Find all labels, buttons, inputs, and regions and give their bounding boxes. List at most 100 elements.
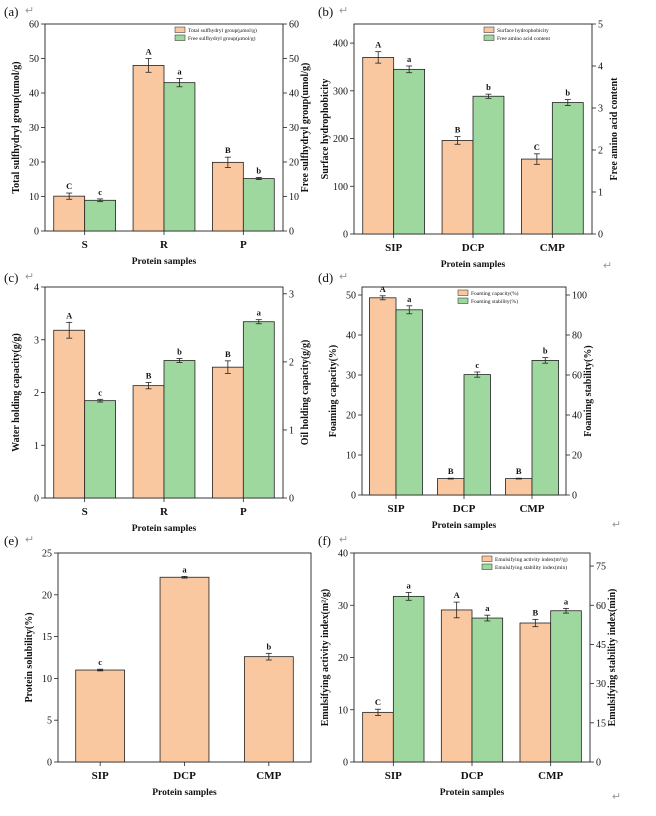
panel-a-ytick-label: 60	[29, 20, 39, 31]
panel-b-xlabel: Protein samples	[441, 260, 506, 270]
panel-b-significance-letter: b	[486, 82, 491, 92]
panel-b-significance-letter: a	[407, 54, 412, 64]
panel-e-category-label: CMP	[256, 770, 281, 782]
panel-d-bar-secondary	[531, 359, 559, 496]
panel-f-ytick-label: 20	[338, 653, 348, 664]
panel-e-ytick-label: 0	[47, 758, 52, 769]
panel-b-significance-letter: A	[375, 40, 382, 50]
panel-c-bar-secondary	[84, 400, 117, 499]
panel-c-ytick-label: 0	[34, 494, 39, 505]
panel-c-y2tick-label: 0	[289, 494, 294, 505]
panel-a-bar-primary	[211, 161, 244, 232]
panel-f-legend-label: Emulsifying activity index(m²/g)	[495, 556, 568, 563]
panel-e-significance-letter: c	[98, 657, 102, 667]
panel-c-category-label: R	[160, 506, 169, 518]
panel-f-y2tick-label: 30	[596, 679, 606, 690]
panel-c-significance-letter: B	[146, 370, 152, 380]
panel-d-bar-primary	[437, 478, 465, 496]
panel-f-y2tick-label: 0	[596, 758, 601, 769]
panel-c-category-label: S	[82, 506, 88, 518]
panel-f-category-label: CMP	[538, 770, 563, 782]
panel-a-ytick-label: 0	[34, 227, 39, 238]
panel-a-bar-primary	[132, 65, 165, 232]
panel-d-trailing-mark: ↵	[339, 271, 348, 283]
panel-b-y2tick-label: 2	[598, 146, 603, 157]
panel-c-significance-letter: b	[177, 346, 182, 356]
panel-c-bar-primary	[211, 366, 244, 499]
panel-a-ytick-label: 30	[29, 123, 39, 134]
panel-d-y2tick-label: 80	[572, 331, 582, 342]
panel-c-category-label: P	[240, 506, 247, 518]
panel-d-ytick-label: 20	[346, 411, 356, 422]
panel-a-category-label: R	[160, 239, 169, 251]
panel-b-ylabel2: Free amino acid content	[609, 77, 620, 181]
panel-d-y2tick-label: 0	[572, 491, 577, 502]
panel-d-bar-primary	[369, 297, 397, 496]
panel-e-ytick-label: 15	[42, 632, 52, 643]
panel-c-bar-secondary	[163, 360, 196, 499]
panel-a-significance-letter: c	[98, 187, 102, 197]
panel-c-xlabel: Protein samples	[132, 524, 197, 534]
panel-b-y2tick-label: 4	[598, 62, 603, 73]
panel-f-significance-letter: B	[532, 607, 538, 617]
panel-f-bar-secondary	[550, 610, 582, 763]
panel-f-bar-secondary	[392, 595, 425, 763]
panel-b-significance-letter: b	[565, 88, 570, 98]
panel-b-bar-secondary	[393, 68, 426, 235]
panel-b-y2tick-label: 5	[598, 20, 603, 31]
panel-e-bar-primary	[159, 576, 210, 763]
panel-d-significance-letter: B	[516, 466, 522, 476]
panel-d-legend-label: Foaming capacity(%)	[471, 290, 519, 297]
paragraph-mark: ↵	[612, 519, 621, 531]
panel-c-significance-letter: B	[225, 349, 231, 359]
panel-b-significance-letter: B	[455, 125, 461, 135]
panel-f-legend-swatch	[481, 555, 493, 562]
panel-c-ylabel2: Oil holding capacity(g/g)	[300, 340, 311, 446]
panel-d-ytick-label: 0	[351, 491, 356, 502]
panel-c-ylabel: Water holding capacity(g/g)	[11, 333, 22, 452]
panel-a-ytick-label: 10	[29, 192, 39, 203]
panel-c-ytick-label: 1	[34, 441, 39, 452]
panel-d-significance-letter: A	[380, 284, 387, 294]
panel-d-ytick-label: 50	[346, 291, 356, 302]
panel-d-ylabel2: Foaming stability(%)	[583, 345, 594, 436]
panel-a-significance-letter: A	[145, 47, 152, 57]
panel-d-ytick-label: 30	[346, 371, 356, 382]
panel-a-category-label: S	[82, 239, 88, 251]
panel-b-ytick-label: 400	[333, 39, 348, 50]
panel-c-ytick-label: 2	[34, 388, 39, 399]
panel-f-significance-letter: A	[454, 590, 461, 600]
panel-f-bar-primary	[362, 711, 394, 763]
panel-e-label: (e)	[4, 533, 18, 548]
panel-a-ytick-label: 40	[29, 89, 39, 100]
panel-f-xlabel: Protein samples	[440, 788, 505, 798]
panel-b-legend-swatch	[483, 26, 495, 33]
panel-a-trailing-mark: ↵	[25, 5, 34, 17]
panel-c-y2tick-label: 2	[289, 357, 294, 368]
panel-a-y2tick-label: 50	[289, 54, 299, 65]
panel-b-ytick-label: 100	[333, 182, 348, 193]
panel-a-bar-secondary	[84, 199, 117, 232]
panel-a-significance-letter: B	[225, 145, 231, 155]
panel-c-significance-letter: a	[257, 308, 262, 318]
panel-e-category-label: DCP	[173, 770, 196, 782]
panel-f-significance-letter: a	[407, 580, 412, 590]
panel-f-significance-letter: a	[564, 596, 569, 606]
panel-b-bar-secondary	[551, 102, 584, 235]
panel-e-bar-primary	[75, 669, 126, 763]
panel-a-xlabel: Protein samples	[132, 257, 197, 267]
panel-b-category-label: CMP	[540, 242, 565, 254]
panel-b-bar-secondary	[472, 95, 505, 235]
panel-e-significance-letter: a	[182, 564, 187, 574]
panel-b-ylabel: Surface hydrophobicity	[320, 79, 331, 180]
panel-d-legend-label: Foaming stability(%)	[471, 298, 518, 305]
panel-b-category-label: DCP	[462, 242, 485, 254]
panel-a-significance-letter: C	[66, 181, 72, 191]
panel-c-trailing-mark: ↵	[25, 271, 34, 283]
panel-d-category-label: CMP	[519, 503, 544, 515]
panel-b-y2tick-label: 1	[598, 188, 603, 199]
panel-d-significance-letter: B	[448, 466, 454, 476]
panel-d-bar-secondary	[463, 374, 491, 496]
panel-b-y2tick-label: 0	[598, 230, 603, 241]
panel-f-ytick-label: 0	[343, 758, 348, 769]
